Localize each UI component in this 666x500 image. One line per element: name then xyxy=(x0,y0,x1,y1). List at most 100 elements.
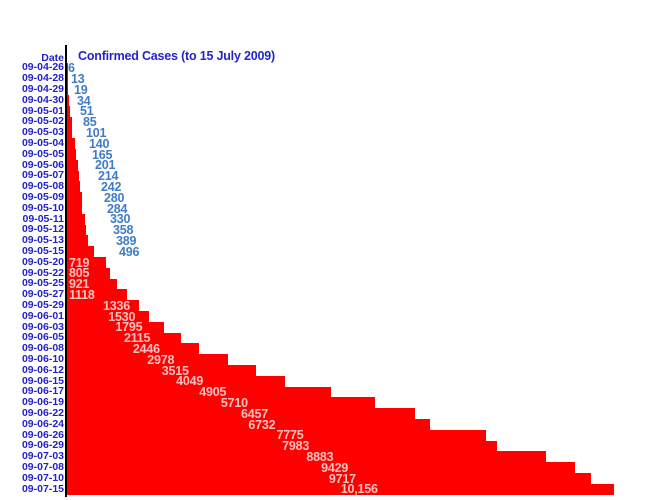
value-label: 101 xyxy=(86,125,107,140)
date-label: 09-07-08 xyxy=(21,461,64,473)
bar xyxy=(67,451,546,463)
date-label: 09-05-03 xyxy=(21,126,64,139)
bar xyxy=(67,213,85,225)
value-label: 7775 xyxy=(276,428,304,443)
date-label: 09-06-26 xyxy=(21,428,64,441)
value-label: 242 xyxy=(101,179,122,194)
date-label: 09-05-08 xyxy=(21,180,64,193)
bar xyxy=(67,311,150,322)
value-label: 165 xyxy=(92,147,113,162)
value-label: 1336 xyxy=(103,298,131,313)
bar xyxy=(67,440,498,452)
date-label: 09-05-12 xyxy=(21,223,64,236)
bar xyxy=(67,159,78,171)
date-label: 09-05-25 xyxy=(21,277,64,290)
value-label: 496 xyxy=(119,244,140,259)
value-label: 921 xyxy=(69,277,90,292)
date-label: 09-06-15 xyxy=(21,374,64,387)
date-label: 09-07-03 xyxy=(21,450,64,463)
value-label: 140 xyxy=(89,136,110,151)
date-label: 09-06-01 xyxy=(21,309,64,322)
date-label: 09-05-05 xyxy=(21,147,64,160)
date-label: 09-06-05 xyxy=(21,331,64,344)
date-label: 09-06-12 xyxy=(21,363,64,376)
date-label: 09-05-15 xyxy=(21,245,64,257)
value-label: 6 xyxy=(68,61,75,76)
value-label: 85 xyxy=(83,115,97,130)
date-label: 09-07-10 xyxy=(21,471,64,484)
date-label: 09-05-02 xyxy=(21,115,64,128)
bar xyxy=(67,429,487,441)
date-label: 09-05-09 xyxy=(21,191,64,203)
date-axis-header: Date xyxy=(41,52,64,64)
bar xyxy=(67,278,117,290)
date-label: 09-07-15 xyxy=(21,482,64,495)
bar xyxy=(67,149,76,160)
value-label: 358 xyxy=(113,223,134,238)
date-label: 09-06-29 xyxy=(21,439,64,452)
date-label: 09-04-29 xyxy=(21,83,64,95)
bar xyxy=(67,267,111,279)
bar xyxy=(67,419,430,430)
date-label: 09-05-11 xyxy=(22,212,64,225)
value-label: 389 xyxy=(116,233,137,248)
bar xyxy=(67,116,72,128)
value-label: 9429 xyxy=(321,460,349,475)
date-label: 09-06-10 xyxy=(21,353,64,365)
date-label: 09-04-28 xyxy=(21,72,64,85)
value-label: 5710 xyxy=(220,395,248,410)
bar xyxy=(67,483,615,495)
bar xyxy=(67,73,68,85)
bar xyxy=(67,257,106,268)
bar xyxy=(67,246,94,257)
date-label: 09-05-27 xyxy=(21,288,64,301)
bar xyxy=(67,321,164,333)
bar xyxy=(67,84,69,95)
bar xyxy=(67,343,199,355)
bar xyxy=(67,397,375,409)
bar xyxy=(67,408,416,419)
value-label: 51 xyxy=(80,104,94,119)
value-label: 10,156 xyxy=(340,482,378,497)
bar xyxy=(67,95,69,106)
bar xyxy=(67,386,332,398)
date-label: 09-05-06 xyxy=(21,158,64,171)
value-label: 805 xyxy=(69,266,90,281)
bar xyxy=(67,127,73,139)
value-label: 4049 xyxy=(176,374,204,389)
bar xyxy=(67,235,88,247)
value-label: 280 xyxy=(104,190,125,205)
value-label: 9717 xyxy=(328,471,356,486)
value-label: 201 xyxy=(95,158,116,173)
value-label: 34 xyxy=(77,93,91,108)
date-label: 09-05-04 xyxy=(21,137,64,149)
date-label: 09-05-29 xyxy=(21,299,64,311)
value-label: 2446 xyxy=(132,341,160,356)
date-label: 09-04-30 xyxy=(21,93,64,106)
bar xyxy=(67,203,83,214)
value-label: 330 xyxy=(110,212,131,227)
value-label: 4905 xyxy=(199,385,227,400)
bar xyxy=(67,365,257,376)
value-label: 2115 xyxy=(123,331,151,346)
date-label: 09-05-01 xyxy=(21,104,64,117)
bar xyxy=(67,181,81,193)
bar xyxy=(67,354,228,365)
date-label: 09-06-08 xyxy=(21,342,64,355)
bar xyxy=(67,462,576,473)
bar xyxy=(67,332,181,344)
date-label: 09-06-17 xyxy=(21,385,64,398)
value-label: 284 xyxy=(107,201,128,216)
bar xyxy=(67,138,75,149)
date-label: 09-06-19 xyxy=(21,396,64,409)
bar xyxy=(67,300,139,311)
date-label: 09-05-20 xyxy=(21,255,64,268)
bar xyxy=(67,375,286,387)
bar xyxy=(67,105,70,117)
value-label: 6457 xyxy=(241,406,269,421)
value-label: 8883 xyxy=(306,449,334,464)
date-label: 09-05-10 xyxy=(21,201,64,214)
value-label: 214 xyxy=(98,169,119,184)
date-label: 09-05-07 xyxy=(21,169,64,182)
